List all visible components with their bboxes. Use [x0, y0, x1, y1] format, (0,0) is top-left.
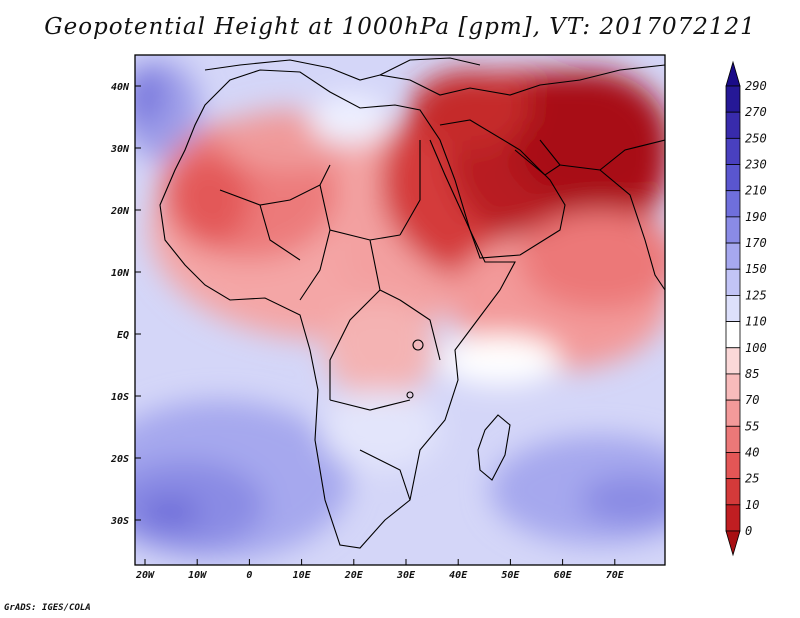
colorbar-swatch	[725, 478, 741, 506]
coastlines	[159, 57, 665, 549]
colorbar-swatch	[725, 242, 741, 270]
chart-title: Geopotential Height at 1000hPa [gpm], VT…	[44, 14, 756, 40]
colorbar-swatch	[725, 137, 741, 165]
map-frame	[134, 54, 666, 566]
lat-label: EQ	[117, 330, 129, 341]
colorbar-swatch	[725, 111, 741, 139]
map-field	[135, 55, 665, 565]
lat-label: 30N	[110, 144, 130, 155]
lat-label: 20S	[110, 454, 129, 465]
colorbar-label: 40	[745, 445, 759, 459]
colorbar-swatch	[725, 347, 741, 375]
colorbar-label: 270	[745, 105, 767, 119]
colorbar-swatch	[725, 190, 741, 218]
colorbar-label: 250	[745, 131, 767, 145]
colorbar-label: 70	[745, 393, 759, 407]
lon-label: 70E	[606, 570, 625, 581]
colorbar-swatch	[725, 530, 741, 557]
colorbar-swatch	[725, 295, 741, 322]
colorbar-label: 290	[745, 79, 767, 93]
colorbar-swatch	[725, 268, 741, 296]
colorbar-swatch	[725, 452, 741, 480]
colorbar-swatch	[725, 60, 741, 87]
colorbar-label: 150	[745, 262, 767, 276]
colorbar-swatch	[725, 216, 741, 244]
colorbar: 0 10 25 40 55 70 85 100 110 125 150 170 190 210 230 250…	[725, 60, 767, 557]
lat-label: 30S	[110, 516, 129, 527]
longitude-axis: 20W 10W 0 10E 20E 30E 40E 50E 60E 70E	[135, 559, 625, 581]
lon-label: 10W	[188, 570, 207, 581]
footer-credit: GrADS: IGES/COLA	[4, 603, 91, 613]
latitude-axis: 40N 30N 20N 10N EQ 10S 20S 30S	[110, 82, 141, 527]
colorbar-label: 190	[745, 210, 767, 224]
lat-label: 10S	[111, 392, 129, 403]
colorbar-label: 0	[745, 524, 752, 538]
colorbar-swatch	[725, 504, 741, 532]
colorbar-label: 170	[745, 236, 767, 250]
colorbar-label: 55	[745, 419, 759, 433]
lon-label: 50E	[501, 570, 520, 581]
lat-label: 40N	[111, 82, 130, 93]
lon-label: 20W	[135, 570, 155, 581]
lat-label: 20N	[110, 206, 130, 217]
colorbar-label: 125	[745, 288, 767, 302]
lon-label: 30E	[396, 570, 416, 581]
colorbar-label: 85	[745, 367, 759, 381]
colorbar-swatch	[725, 321, 741, 349]
colorbar-label: 230	[745, 158, 767, 172]
lon-label: 20E	[344, 570, 364, 581]
lon-label: 60E	[554, 570, 573, 581]
colorbar-label: 25	[745, 472, 759, 486]
lat-label: 10N	[111, 268, 130, 279]
colorbar-swatch	[725, 373, 741, 401]
lon-label: 0	[246, 570, 252, 581]
colorbar-swatch	[725, 425, 741, 453]
colorbar-label: 100	[745, 341, 767, 355]
colorbar-label: 210	[745, 184, 767, 198]
colorbar-swatch	[725, 164, 741, 192]
lon-label: 10E	[293, 570, 312, 581]
colorbar-swatch	[725, 85, 741, 113]
lon-label: 40E	[449, 570, 468, 581]
colorbar-swatch	[725, 399, 741, 427]
colorbar-label: 110	[745, 315, 767, 329]
colorbar-label: 10	[745, 498, 759, 512]
